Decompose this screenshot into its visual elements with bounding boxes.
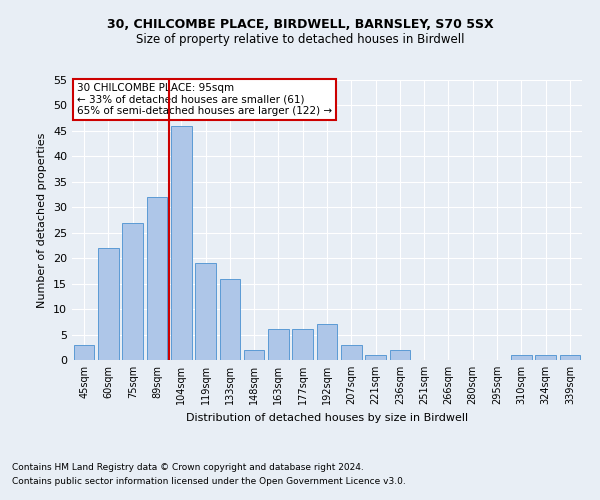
Bar xyxy=(268,330,289,360)
Text: 30, CHILCOMBE PLACE, BIRDWELL, BARNSLEY, S70 5SX: 30, CHILCOMBE PLACE, BIRDWELL, BARNSLEY,… xyxy=(107,18,493,30)
Bar xyxy=(74,344,94,360)
Text: Contains HM Land Registry data © Crown copyright and database right 2024.: Contains HM Land Registry data © Crown c… xyxy=(12,464,364,472)
Text: 30 CHILCOMBE PLACE: 95sqm
← 33% of detached houses are smaller (61)
65% of semi-: 30 CHILCOMBE PLACE: 95sqm ← 33% of detac… xyxy=(77,83,332,116)
Text: Size of property relative to detached houses in Birdwell: Size of property relative to detached ho… xyxy=(136,32,464,46)
Bar xyxy=(389,350,410,360)
Bar xyxy=(292,330,313,360)
Bar xyxy=(146,197,167,360)
Text: Contains public sector information licensed under the Open Government Licence v3: Contains public sector information licen… xyxy=(12,477,406,486)
Bar xyxy=(560,355,580,360)
Y-axis label: Number of detached properties: Number of detached properties xyxy=(37,132,47,308)
Bar xyxy=(122,222,143,360)
Bar xyxy=(365,355,386,360)
Bar xyxy=(195,264,216,360)
Bar xyxy=(535,355,556,360)
Bar xyxy=(171,126,191,360)
Bar xyxy=(220,278,240,360)
Bar xyxy=(511,355,532,360)
Bar xyxy=(244,350,265,360)
Bar xyxy=(317,324,337,360)
Bar xyxy=(341,344,362,360)
Bar xyxy=(98,248,119,360)
X-axis label: Distribution of detached houses by size in Birdwell: Distribution of detached houses by size … xyxy=(186,412,468,422)
